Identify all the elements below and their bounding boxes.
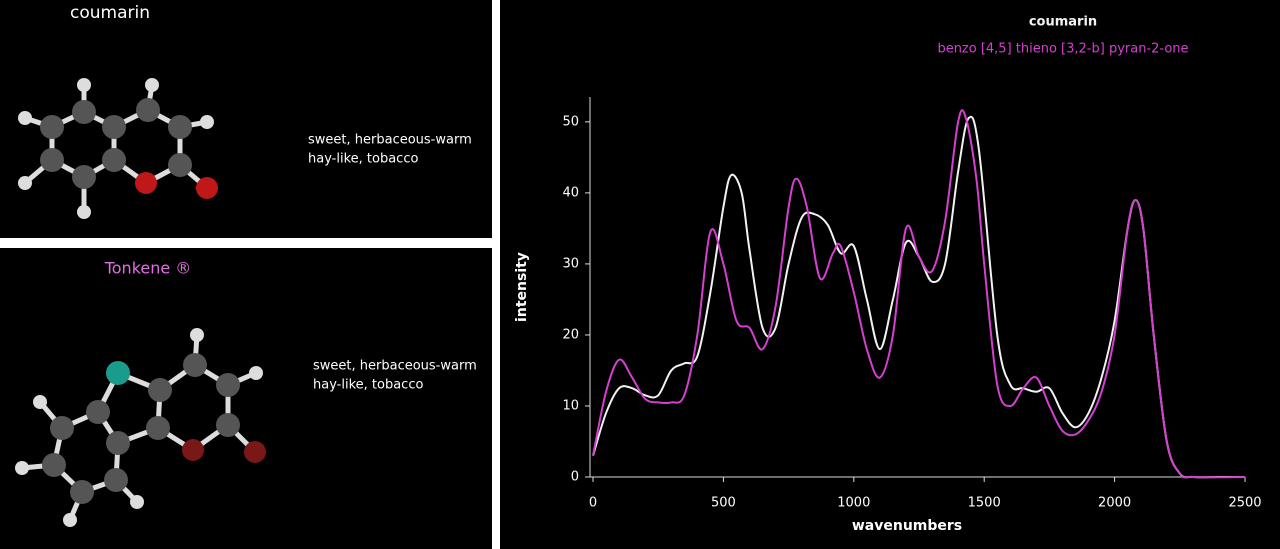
y-tick-label: 50 (562, 114, 579, 129)
y-tick-label: 40 (562, 185, 579, 200)
molecule-coumarin (18, 78, 218, 219)
description: sweet, herbaceous-warm (308, 133, 472, 148)
x-tick-label: 500 (711, 496, 736, 511)
description: hay-like, tobacco (308, 152, 418, 167)
y-tick-label: 10 (562, 398, 579, 413)
legend-entry: benzo [4,5] thieno [3,2-b] pyran-2-one (937, 42, 1188, 57)
y-tick-label: 30 (562, 256, 579, 271)
description: hay-like, tobacco (313, 378, 423, 393)
y-tick-label: 20 (562, 327, 579, 342)
panel-bottom (0, 248, 492, 549)
x-tick-label: 0 (589, 496, 597, 511)
chart-panel (500, 0, 1280, 549)
series-line (592, 109, 1246, 479)
y-axis-label: intensity (514, 252, 530, 322)
x-tick-label: 2000 (1098, 496, 1131, 511)
x-tick-label: 1500 (968, 496, 1001, 511)
x-tick-label: 1000 (837, 496, 870, 511)
molecule-tonkene (15, 328, 266, 527)
y-tick-label: 0 (571, 470, 579, 485)
chart: 0 500 1000 1500 2000 2500 0 10 20 30 40 50 wavenumbe… (514, 15, 1262, 535)
panel-title: Tonkene ® (104, 259, 192, 278)
x-tick-label: 2500 (1228, 496, 1261, 511)
description: sweet, herbaceous-warm (313, 359, 477, 374)
x-axis-label: wavenumbers (852, 518, 962, 534)
legend-entry: coumarin (1029, 15, 1097, 30)
panel-title: coumarin (70, 3, 150, 23)
